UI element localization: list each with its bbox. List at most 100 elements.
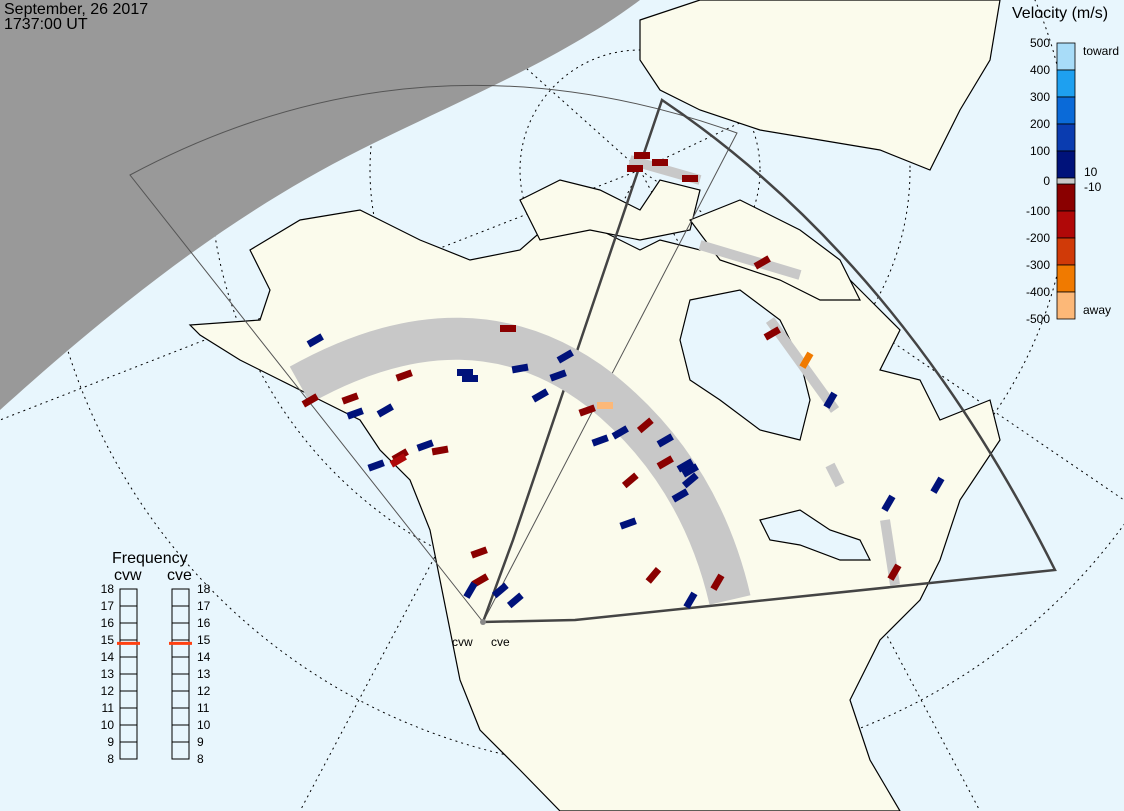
colorbar-tick: -400 [1025, 285, 1050, 299]
velocity-cell [887, 563, 902, 581]
frequency-tick-label: 10 [100, 718, 114, 732]
colorbar-tick: 300 [1029, 90, 1050, 104]
velocity-cell [470, 546, 488, 559]
baffin-island [689, 199, 861, 301]
frequency-tick-label: 15 [100, 633, 114, 647]
velocity-cell [511, 363, 529, 374]
velocity-cell [500, 325, 516, 332]
velocity-cell [881, 494, 896, 512]
greenland [639, 0, 1001, 171]
frequency-title: Frequency [112, 550, 188, 567]
velocity-cell [763, 326, 781, 341]
velocity-cell [682, 175, 698, 182]
colorbar-segment [1056, 210, 1076, 239]
velocity-cell [491, 582, 509, 599]
velocity-cell [611, 425, 629, 440]
velocity-cell [457, 369, 473, 376]
frequency-tick-label: 18 [197, 582, 211, 596]
frequency-tick-label: 17 [197, 599, 211, 613]
velocity-cell [416, 439, 434, 452]
velocity-cell [710, 573, 725, 591]
frequency-tick-label: 8 [197, 752, 204, 766]
gs-lower-label: -10 [1084, 180, 1102, 194]
velocity-cell [634, 152, 650, 159]
velocity-cell [619, 517, 637, 530]
velocity-cell [531, 388, 549, 403]
velocity-cell [306, 333, 324, 348]
velocity-cell [549, 369, 567, 382]
ground-scatter-band [289, 317, 751, 605]
colorbar-tick: -200 [1025, 231, 1050, 245]
colorbar-segment [1056, 96, 1076, 125]
velocity-cell [597, 402, 613, 409]
velocity-cell [645, 566, 662, 584]
velocity-cell [395, 369, 413, 382]
velocity-cell [683, 591, 698, 609]
colorbar-title: Velocity (m/s) [1012, 5, 1109, 22]
velocity-cells [301, 152, 945, 609]
frequency-panel [117, 588, 192, 760]
frequency-tick-label: 18 [100, 582, 114, 596]
velocity-cell [627, 165, 643, 172]
colorbar-tick: -500 [1025, 312, 1050, 326]
velocity-cell [462, 375, 478, 382]
frequency-tick-label: 17 [100, 599, 114, 613]
velocity-cell [578, 404, 596, 417]
frequency-tick-label: 11 [101, 701, 114, 715]
velocity-cell [367, 459, 385, 472]
cvw-freq-label: cvw [114, 567, 142, 584]
velocity-cell [753, 255, 771, 270]
colorbar-segment [1056, 183, 1076, 212]
velocity-cell [636, 417, 654, 434]
colorbar-tick: 500 [1029, 36, 1050, 50]
frequency-tick-label: 12 [197, 684, 211, 698]
away-label: away [1083, 303, 1112, 317]
velocity-cell [301, 393, 319, 408]
frequency-tick-label: 8 [107, 752, 114, 766]
velocity-cell [591, 434, 609, 447]
radar-label-cvw: cvw [452, 635, 473, 649]
velocity-cell [799, 351, 814, 369]
frequency-tick-label: 13 [197, 667, 211, 681]
frequency-tick-label: 14 [100, 650, 114, 664]
frequency-tick-label: 13 [100, 667, 114, 681]
frequency-tick-label: 10 [197, 718, 211, 732]
colorbar-tick: 200 [1029, 117, 1050, 131]
colorbar-tick: -100 [1025, 204, 1050, 218]
colorbar-segment [1056, 123, 1076, 152]
frequency-tick-label: 11 [197, 701, 210, 715]
great-lakes [759, 509, 871, 561]
velocity-cell [681, 472, 699, 489]
radar-label-cve: cve [491, 635, 510, 649]
velocity-cell [341, 392, 359, 405]
velocity-cell [930, 476, 945, 494]
colorbar-tick: 400 [1029, 63, 1050, 77]
velocity-cell [656, 433, 674, 448]
velocity-cell [676, 458, 694, 473]
velocity-cell [471, 573, 489, 588]
arctic-islands [519, 179, 701, 241]
colorbar-segment [1056, 264, 1076, 293]
colorbar-segment [1056, 69, 1076, 98]
time-label: 1737:00 UT [4, 16, 88, 33]
velocity-cell [376, 403, 394, 418]
frequency-tick-label: 16 [197, 616, 211, 630]
velocity-cell [652, 159, 668, 166]
velocity-cell [346, 407, 364, 420]
toward-label: toward [1083, 44, 1120, 58]
cvw-fan-outline [129, 84, 738, 623]
date-label: September, 26 2017 [4, 1, 149, 18]
velocity-cell [463, 581, 478, 599]
gs-upper-label: 10 [1084, 165, 1098, 179]
velocity-cell [671, 488, 689, 503]
cve-freq-label: cve [167, 567, 192, 584]
radar-site-marker [480, 619, 486, 625]
night-shading [0, 0, 640, 410]
colorbar-segment [1056, 291, 1076, 320]
colorbar-tick: 100 [1029, 144, 1050, 158]
velocity-colorbar [1056, 42, 1076, 320]
velocity-cell [389, 453, 407, 468]
colorbar-ground-scatter [1056, 177, 1076, 185]
frequency-tick-label: 15 [197, 633, 211, 647]
